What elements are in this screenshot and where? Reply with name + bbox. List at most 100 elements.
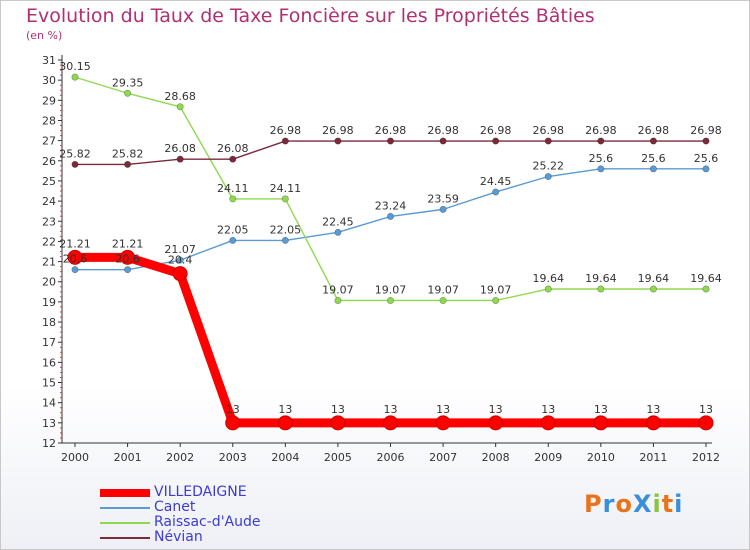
data-point — [124, 266, 132, 274]
data-label: 13 — [278, 403, 292, 416]
y-tick-label: 12 — [42, 437, 56, 450]
data-point — [176, 155, 184, 163]
x-tick-label: 2012 — [692, 451, 720, 464]
data-point — [649, 165, 657, 173]
y-tick-label: 26 — [42, 155, 56, 168]
legend-swatch — [100, 489, 150, 497]
y-tick-label: 19 — [42, 296, 56, 309]
x-tick-label: 2006 — [377, 451, 405, 464]
y-tick-label: 14 — [42, 397, 56, 410]
y-tick-label: 16 — [42, 356, 56, 369]
legend-swatch — [100, 537, 150, 539]
data-point — [597, 285, 605, 293]
data-point — [71, 160, 79, 168]
data-label: 19.07 — [322, 283, 354, 296]
data-point — [492, 296, 500, 304]
data-label: 25.82 — [59, 147, 91, 160]
logo-letter: P — [584, 490, 603, 518]
data-point — [597, 165, 605, 173]
data-point — [698, 415, 714, 431]
data-label: 26.98 — [480, 124, 512, 137]
data-point — [702, 285, 710, 293]
data-point — [492, 137, 500, 145]
data-label: 19.07 — [375, 283, 407, 296]
x-tick-label: 2010 — [587, 451, 615, 464]
data-point — [439, 296, 447, 304]
logo-letter: X — [632, 490, 653, 518]
data-point — [645, 415, 661, 431]
data-label: 13 — [331, 403, 345, 416]
data-label: 25.82 — [112, 147, 144, 160]
data-point — [124, 89, 132, 97]
data-point — [176, 256, 184, 264]
data-label: 21.21 — [112, 237, 144, 250]
data-label: 19.07 — [427, 283, 459, 296]
y-tick-label: 18 — [42, 316, 56, 329]
data-point — [544, 285, 552, 293]
data-point — [649, 137, 657, 145]
data-point — [649, 285, 657, 293]
data-label: 13 — [646, 403, 660, 416]
data-point — [229, 195, 237, 203]
data-label: 26.98 — [533, 124, 565, 137]
data-label: 13 — [489, 403, 503, 416]
data-label: 26.98 — [322, 124, 354, 137]
y-tick-label: 24 — [42, 195, 56, 208]
data-label: 22.05 — [270, 223, 302, 236]
data-label: 26.08 — [164, 142, 196, 155]
y-tick-label: 21 — [42, 256, 56, 269]
data-label: 25.6 — [641, 152, 666, 165]
x-tick-label: 2001 — [114, 451, 142, 464]
logo-letter: i — [652, 490, 662, 518]
legend-swatch — [100, 522, 150, 524]
y-tick-label: 25 — [42, 175, 56, 188]
data-point — [702, 165, 710, 173]
data-label: 19.64 — [533, 272, 565, 285]
y-tick-label: 15 — [42, 377, 56, 390]
data-label: 13 — [541, 403, 555, 416]
x-tick-label: 2009 — [534, 451, 562, 464]
data-label: 28.68 — [164, 90, 196, 103]
data-label: 19.64 — [690, 272, 722, 285]
data-point — [488, 415, 504, 431]
x-tick-label: 2002 — [166, 451, 194, 464]
data-label: 25.6 — [589, 152, 614, 165]
y-tick-label: 28 — [42, 114, 56, 127]
x-tick-label: 2011 — [639, 451, 667, 464]
x-tick-label: 2005 — [324, 451, 352, 464]
legend-label: Canet — [154, 499, 196, 515]
data-point — [120, 249, 136, 265]
data-point — [544, 137, 552, 145]
data-label: 24.45 — [480, 175, 512, 188]
legend-label: VILLEDAIGNE — [154, 484, 247, 500]
x-tick-label: 2008 — [482, 451, 510, 464]
unit-label: (en %) — [26, 29, 63, 42]
data-label: 22.45 — [322, 215, 354, 228]
data-label: 26.98 — [375, 124, 407, 137]
data-point — [597, 137, 605, 145]
data-point — [702, 137, 710, 145]
y-tick-label: 30 — [42, 74, 56, 87]
data-label: 30.15 — [59, 60, 91, 73]
legend-label: Raissac-d'Aude — [154, 514, 261, 530]
y-tick-label: 29 — [42, 94, 56, 107]
data-point — [540, 415, 556, 431]
data-point — [439, 205, 447, 213]
data-point — [386, 296, 394, 304]
data-label: 26.98 — [427, 124, 459, 137]
data-point — [124, 160, 132, 168]
data-point — [334, 137, 342, 145]
data-point — [386, 137, 394, 145]
data-label: 19.64 — [638, 272, 670, 285]
y-tick-label: 20 — [42, 276, 56, 289]
data-label: 26.98 — [690, 124, 722, 137]
data-label: 13 — [594, 403, 608, 416]
data-labels: 20.6 20.6 21.07 22.05 22.05 22.45 23.24 23.59 24… — [59, 60, 722, 416]
logo-letter: r — [602, 490, 616, 518]
data-point — [281, 236, 289, 244]
legend-label: Névian — [154, 529, 203, 545]
x-tick-label: 2003 — [219, 451, 247, 464]
data-point — [71, 266, 79, 274]
data-label: 26.98 — [585, 124, 617, 137]
